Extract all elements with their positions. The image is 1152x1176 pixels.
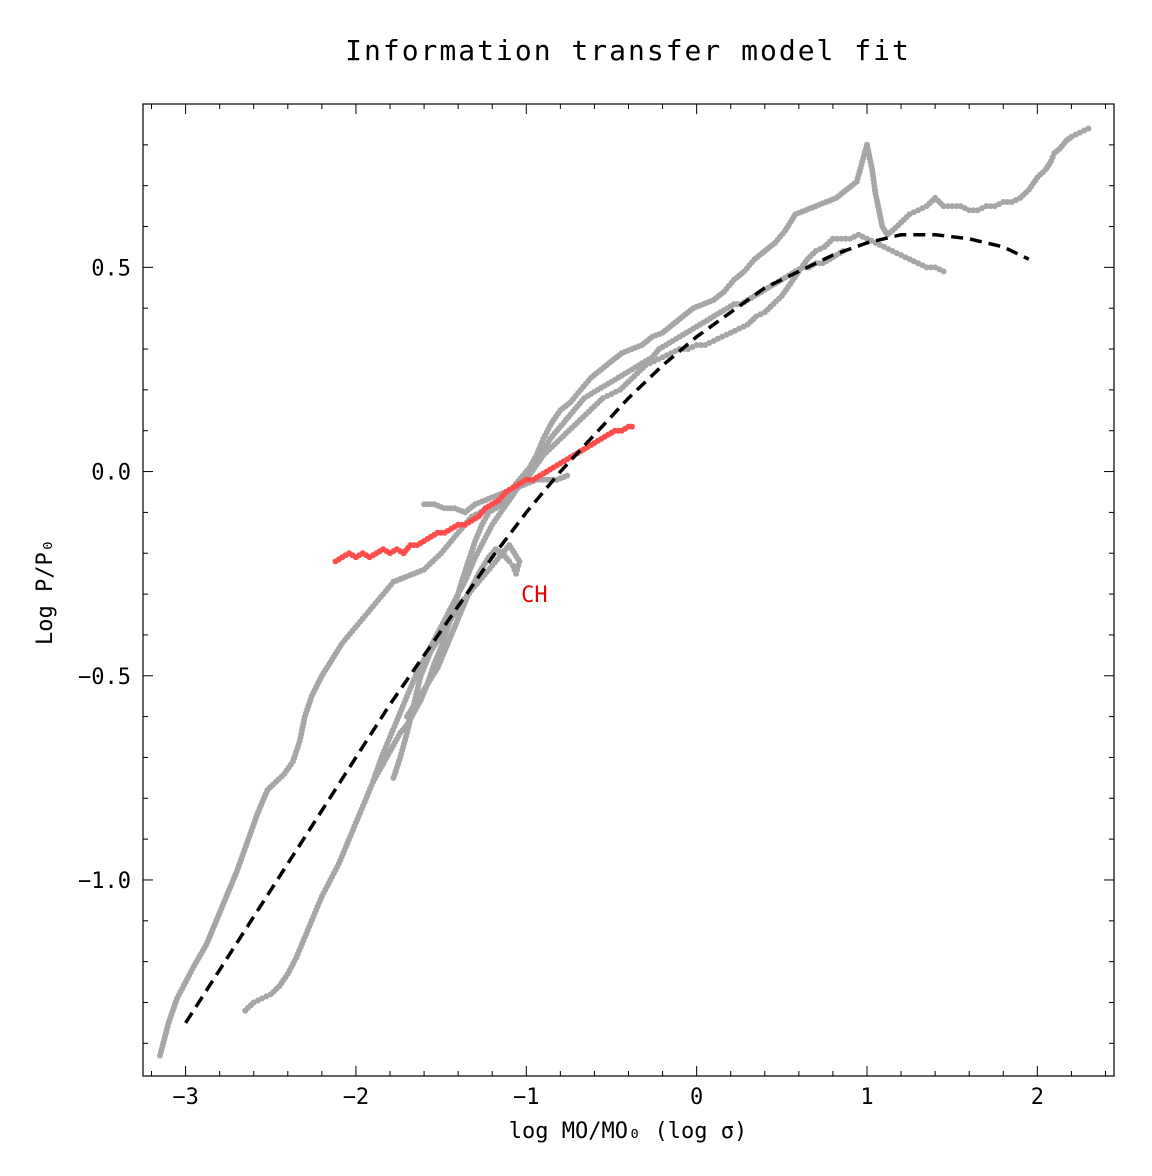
data-point	[834, 235, 841, 242]
data-point	[923, 264, 930, 271]
x-tick-label: −3	[172, 1085, 199, 1110]
axis-tick-labels: −3 −2 −1 0 1 2 −1.0 −0.5 0.0 0.5	[78, 256, 1044, 1110]
y-tick-label: 0.5	[91, 256, 131, 281]
data-point	[1085, 125, 1092, 132]
data-point	[927, 264, 934, 271]
x-tick-label: 0	[690, 1085, 703, 1110]
data-point	[983, 203, 990, 210]
model-fit-line	[184, 232, 1030, 1024]
data-point	[1000, 199, 1007, 205]
y-tick-label: −0.5	[78, 665, 131, 690]
y-tick-label: 0.0	[91, 461, 131, 486]
data-point	[966, 207, 973, 214]
x-tick-label: −1	[513, 1085, 540, 1110]
data-series-0	[157, 141, 870, 1059]
data-point	[838, 235, 845, 242]
data-point	[693, 342, 700, 348]
x-axis-label: log MO/MO₀ (log σ)	[509, 1119, 747, 1144]
y-axis-label: Log P/P₀	[33, 539, 58, 645]
data-point	[1004, 199, 1011, 205]
data-point	[987, 203, 994, 210]
data-point	[628, 423, 635, 430]
x-tick-label: 2	[1031, 1085, 1044, 1110]
annotation-ch: CH	[521, 583, 548, 608]
data-point	[506, 558, 513, 565]
axis-ticks	[143, 103, 1114, 1076]
data-point	[564, 472, 571, 479]
data-point	[953, 203, 960, 210]
data-point	[390, 774, 397, 781]
data-point	[940, 268, 947, 275]
plot-data-layer	[157, 125, 1092, 1059]
chart-title: Information transfer model fit	[345, 34, 911, 67]
x-tick-label: −2	[343, 1085, 370, 1110]
data-point	[829, 235, 836, 242]
data-point	[944, 203, 951, 210]
x-tick-label: 1	[860, 1085, 873, 1110]
data-point	[940, 203, 947, 210]
data-series-5	[864, 125, 1092, 238]
data-point	[697, 342, 704, 348]
data-point	[949, 203, 956, 210]
data-point	[842, 235, 849, 242]
y-tick-label: −1.0	[78, 869, 131, 894]
ch-data-series	[332, 423, 635, 565]
data-series-1	[242, 231, 947, 1014]
data-point	[970, 207, 977, 214]
